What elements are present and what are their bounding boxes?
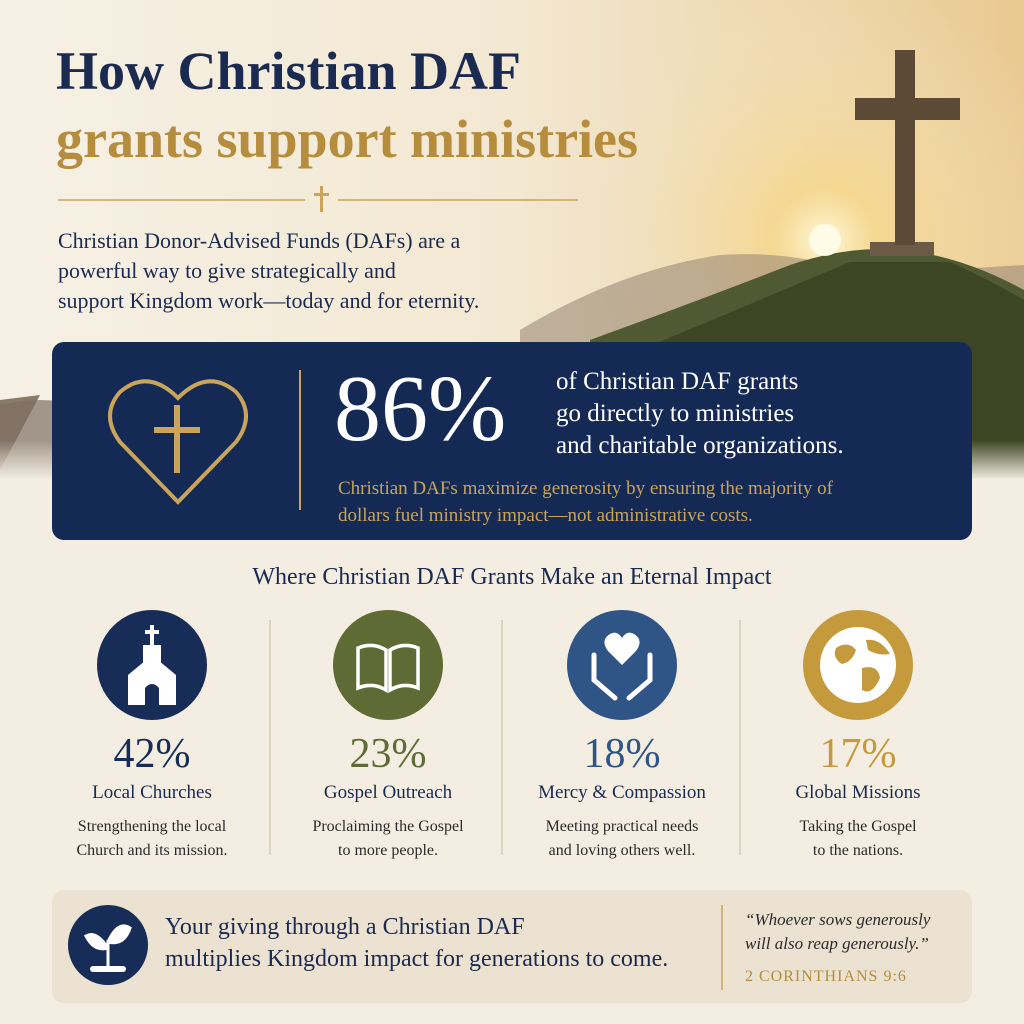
category-icons bbox=[97, 610, 913, 720]
category-label: Local Churches bbox=[92, 782, 212, 803]
stat-text: of Christian DAF grants bbox=[556, 368, 799, 395]
category-label: Mercy & Compassion bbox=[538, 782, 706, 803]
quote: will also reap generously.” bbox=[745, 934, 929, 953]
stat-text: go directly to ministries bbox=[556, 400, 795, 427]
category-description: to the nations. bbox=[812, 842, 904, 859]
title: How Christian DAF bbox=[56, 41, 522, 101]
intro-text: support Kingdom work—today and for etern… bbox=[58, 288, 480, 313]
category-description: Church and its mission. bbox=[76, 842, 228, 859]
footer-message: multiplies Kingdom impact for generation… bbox=[165, 946, 669, 972]
section-title: Where Christian DAF Grants Make an Etern… bbox=[252, 564, 772, 590]
quote: “Whoever sows generously bbox=[745, 910, 931, 929]
category-percent: 42% bbox=[113, 731, 191, 777]
category-label: Gospel Outreach bbox=[323, 782, 453, 803]
category-description: to more people. bbox=[338, 842, 438, 859]
stat-text: and charitable organizations. bbox=[556, 432, 844, 459]
category-description: and loving others well. bbox=[548, 842, 696, 859]
category-label: Global Missions bbox=[795, 782, 921, 803]
title: grants support ministries bbox=[56, 109, 639, 169]
quote-reference: 2 CORINTHIANS 9:6 bbox=[745, 968, 907, 985]
stat-note: Christian DAFs maximize generosity by en… bbox=[338, 478, 833, 499]
category-description: Taking the Gospel bbox=[799, 818, 917, 835]
category-percent: 18% bbox=[583, 731, 661, 777]
heart-icon bbox=[108, 379, 248, 505]
category-description: Strengthening the local bbox=[77, 818, 227, 835]
category-description: Meeting practical needs bbox=[545, 818, 699, 835]
highlight-box bbox=[52, 342, 972, 540]
category-percent: 17% bbox=[819, 731, 897, 777]
intro-text: powerful way to give strategically and bbox=[58, 258, 396, 283]
stat-note: dollars fuel ministry impact—not adminis… bbox=[338, 505, 753, 526]
intro-text: Christian Donor-Advised Funds (DAFs) are… bbox=[58, 228, 461, 253]
stat: 86% bbox=[334, 357, 507, 461]
footer-box bbox=[52, 890, 972, 1003]
category-description: Proclaiming the Gospel bbox=[312, 818, 464, 835]
footer-message: Your giving through a Christian DAF bbox=[165, 914, 525, 940]
category-percent: 23% bbox=[349, 731, 427, 777]
